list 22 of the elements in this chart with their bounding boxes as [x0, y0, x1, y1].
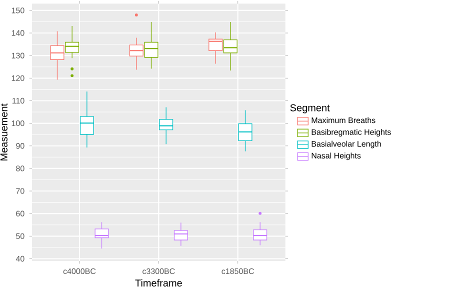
x-tick-label: c3300BC [142, 268, 175, 274]
y-tick-label: 120 [12, 75, 24, 81]
legend-title: Segment [290, 104, 330, 114]
legend-label: Basibregmatic Heights [312, 129, 391, 136]
y-tick-label: 60 [16, 210, 24, 216]
y-tick-label: 50 [16, 233, 24, 240]
y-tick-label: 100 [12, 120, 24, 126]
y-tick-label: 130 [12, 52, 24, 58]
y-axis-title: Measuement [0, 104, 8, 160]
legend-label: Basialveolar Length [312, 140, 381, 148]
y-tick-label: 110 [12, 98, 24, 104]
legend-label: Maximum Breaths [312, 117, 376, 124]
y-tick-label: 80 [16, 166, 24, 172]
x-axis-title: Timeframe [135, 279, 182, 287]
y-tick-label: 90 [16, 143, 24, 149]
y-tick-label: 70 [16, 188, 24, 194]
x-tick-label: c1850BC [222, 268, 254, 274]
y-tick-label: 40 [16, 256, 24, 262]
y-tick-label: 140 [12, 30, 24, 36]
y-tick-label: 150 [12, 8, 24, 14]
legend-label: Nasal Heights [312, 152, 361, 160]
x-tick-label: c4000BC [63, 268, 96, 274]
